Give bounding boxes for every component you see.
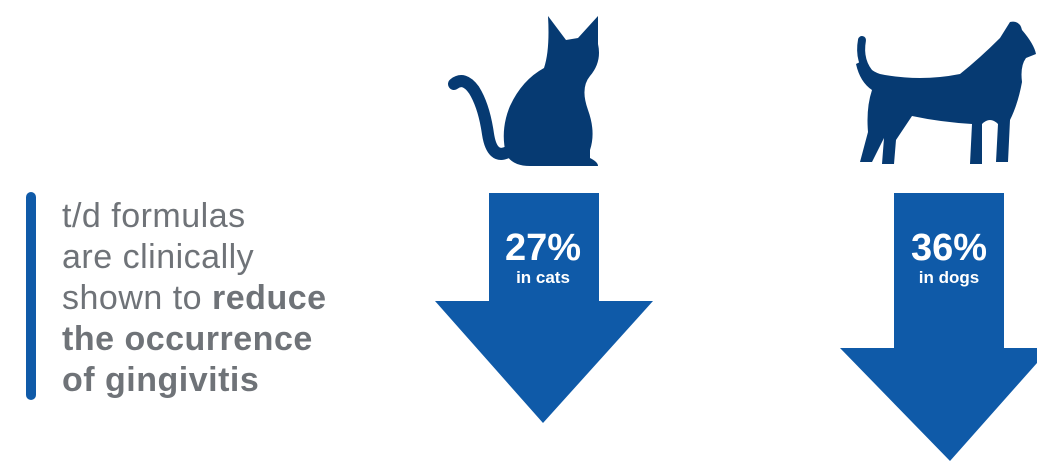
dog-icon [856, 21, 1036, 164]
dog-stat-label: in dogs [918, 268, 980, 287]
cat-stat: 27% in cats [488, 228, 598, 288]
claim-text: t/d formulas are clinically shown to red… [62, 196, 327, 401]
dog-stat-percent: 36% [910, 227, 988, 269]
cat-stat-percent: 27% [504, 227, 582, 269]
claim-line-5: of gingivitis [62, 361, 260, 399]
claim-line-3: shown to reduce [62, 278, 327, 319]
claim-line-1: t/d formulas [62, 197, 246, 235]
cat-icon [448, 16, 599, 166]
dog-down-arrow [840, 193, 1037, 461]
dog-stat: 36% in dogs [894, 228, 1004, 288]
claim-line-3-bold: reduce [212, 279, 327, 317]
accent-bar [26, 192, 36, 400]
claim-line-2: are clinically [62, 238, 255, 276]
cat-stat-label: in cats [516, 268, 570, 287]
claim-line-3-plain: shown to [62, 279, 213, 317]
claim-line-4: the occurrence [62, 320, 313, 358]
cat-down-arrow [435, 193, 653, 423]
